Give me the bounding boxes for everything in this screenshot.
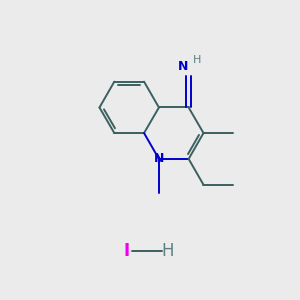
Text: I: I [123,242,129,260]
Text: N: N [178,60,188,73]
Text: H: H [194,55,202,65]
Text: H: H [162,242,174,260]
Text: N: N [154,152,164,165]
